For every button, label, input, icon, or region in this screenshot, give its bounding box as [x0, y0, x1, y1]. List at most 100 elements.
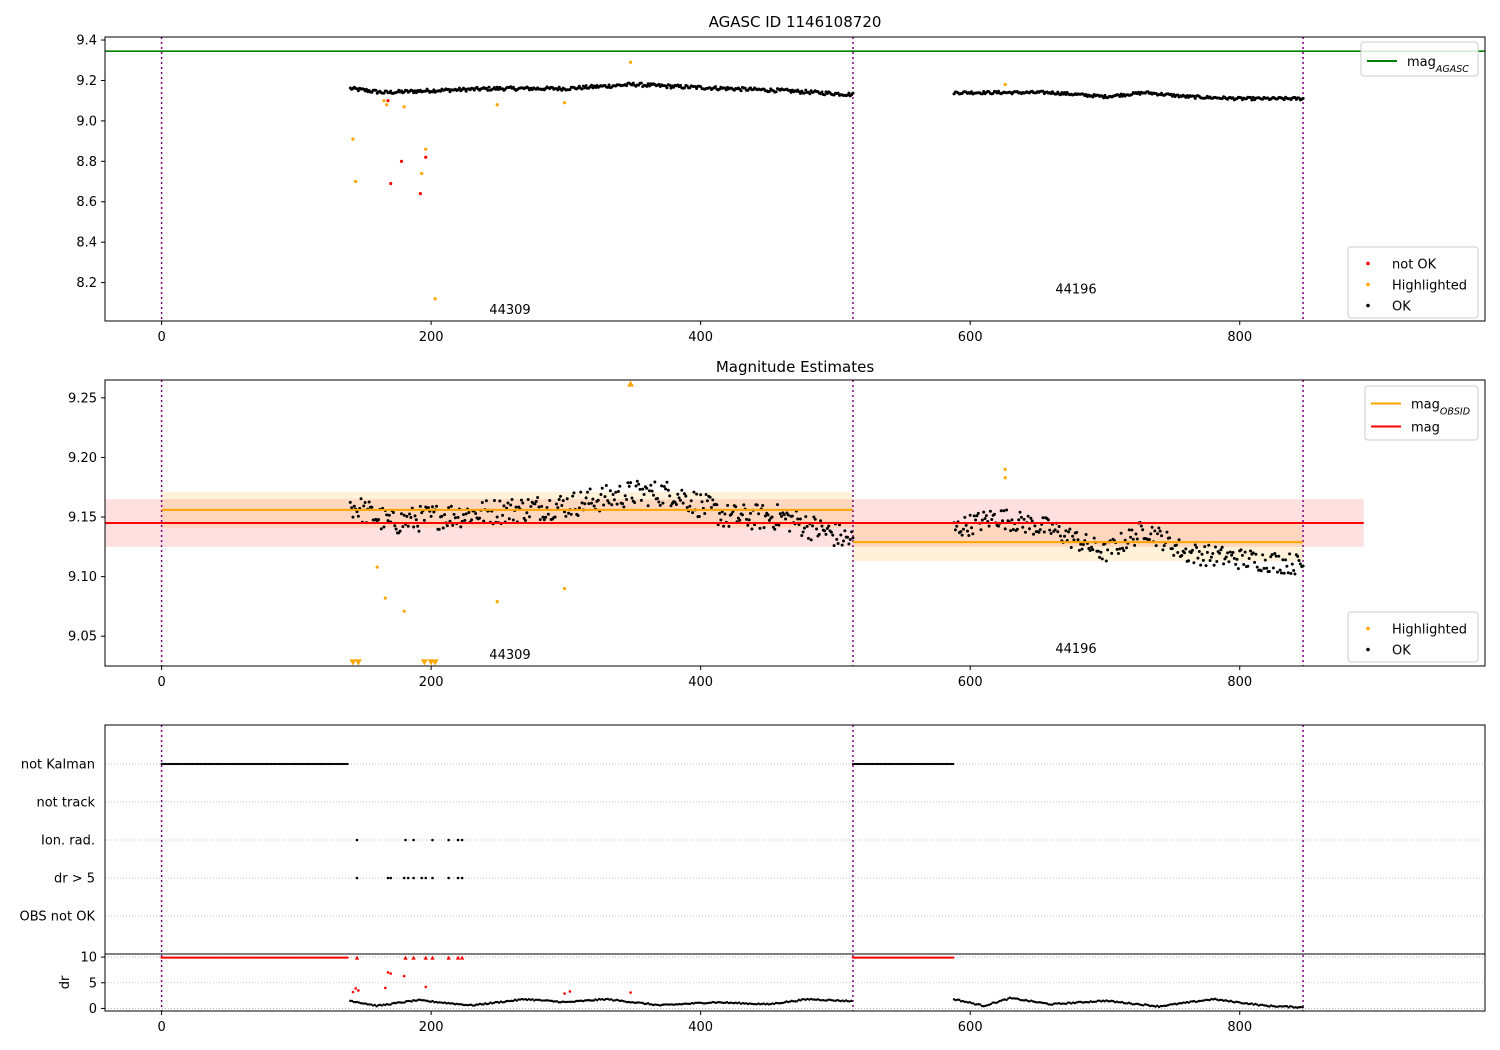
ok-point	[1249, 549, 1253, 553]
dr-ok-point	[569, 1000, 573, 1004]
flag-point	[892, 762, 895, 766]
dr-capped-point	[346, 956, 349, 959]
ok-point	[633, 500, 637, 504]
ok-point	[740, 513, 744, 517]
dr-capped-point	[335, 956, 338, 959]
dr-ok-point	[1285, 1005, 1289, 1008]
flag-point	[932, 762, 935, 766]
off-scale-marker	[431, 659, 439, 666]
dr-capped-point	[859, 956, 863, 959]
ok-point	[660, 484, 664, 488]
ok-point	[1122, 549, 1126, 553]
dr-ok-point	[415, 999, 419, 1002]
ok-point	[1009, 529, 1013, 533]
ok-point	[685, 505, 689, 509]
ok-point	[982, 89, 986, 93]
dr-ok-point	[557, 1001, 560, 1004]
ok-point	[798, 517, 802, 521]
x-tick-label: 0	[157, 675, 165, 690]
ok-point	[1182, 551, 1186, 555]
ok-point	[1115, 547, 1119, 551]
ok-point	[668, 494, 672, 498]
ok-point	[1219, 548, 1223, 552]
dr-capped-point	[189, 956, 192, 959]
flag-point	[296, 762, 299, 766]
ok-point	[1029, 516, 1033, 520]
ok-point	[1135, 537, 1139, 541]
flag-point	[424, 876, 428, 880]
dr-ok-point	[1287, 1006, 1290, 1009]
dr-y-tick-label: 10	[80, 951, 97, 966]
dr-capped-point	[884, 956, 887, 959]
highlighted-point	[1003, 467, 1007, 471]
flag-point	[265, 762, 268, 766]
ok-point	[1041, 516, 1045, 520]
dr-capped-point	[900, 956, 903, 959]
dr-capped-point	[916, 956, 919, 959]
dr-capped-point	[903, 956, 906, 959]
ok-point	[724, 88, 728, 92]
ok-point	[449, 504, 453, 508]
ok-point	[1172, 93, 1176, 97]
ok-point	[590, 83, 594, 87]
ok-point	[1199, 563, 1203, 567]
ok-point	[495, 515, 499, 519]
panel-2-title: Magnitude Estimates	[716, 358, 874, 376]
ok-point	[559, 494, 563, 498]
flag-point	[166, 762, 170, 766]
flag-point	[191, 762, 194, 766]
flag-point	[876, 762, 879, 766]
flag-point	[386, 876, 390, 880]
panel-3-frame	[104, 724, 1486, 1012]
ok-point	[393, 524, 397, 528]
ok-point	[812, 515, 816, 519]
dr-capped-point	[312, 956, 315, 959]
y-tick-label: 8.4	[76, 236, 97, 251]
ok-point	[766, 513, 770, 517]
dr-capped-point	[333, 956, 336, 959]
ok-point	[758, 526, 762, 530]
dr-ok-point	[410, 1000, 413, 1003]
dr-ok-point	[996, 1001, 1000, 1004]
dr-capped-point	[223, 956, 226, 959]
ok-point	[560, 504, 564, 508]
ok-point	[645, 486, 649, 490]
ok-point	[786, 513, 790, 517]
legend-dot-swatch	[1366, 647, 1370, 652]
dr-ok-point	[666, 1003, 669, 1006]
ok-point	[626, 481, 630, 485]
ok-point	[537, 505, 541, 509]
flag-point	[268, 762, 272, 766]
dr-ok-point	[576, 999, 580, 1003]
ok-point	[408, 512, 412, 516]
flag-point	[346, 762, 349, 766]
flag-point	[866, 762, 869, 766]
ok-point	[823, 529, 827, 533]
dr-capped-point	[869, 956, 872, 959]
dr-ok-point	[638, 1001, 641, 1004]
dr-capped-point	[901, 956, 905, 959]
dr-capped-point	[281, 956, 284, 959]
panel-flags-and-dr: not Kalman not track Ion. rad. dr > 5 OBS no…	[20, 724, 1486, 1035]
ok-point	[1174, 543, 1178, 547]
ok-point	[800, 534, 804, 538]
ok-point	[1243, 550, 1247, 554]
dr-ok-point	[457, 1003, 461, 1006]
dr-ok-point	[963, 1000, 966, 1004]
y-tick-label: 9.4	[76, 34, 97, 49]
ok-point	[1071, 534, 1075, 538]
dr-capped-point	[246, 956, 249, 959]
ok-point	[606, 499, 610, 503]
dr-capped-point	[162, 956, 165, 959]
ok-point	[1192, 561, 1196, 565]
ok-point	[616, 490, 620, 494]
dr-capped-point	[225, 956, 228, 959]
ok-point	[959, 530, 963, 534]
dr-ok-point	[972, 1002, 975, 1005]
dr-capped-point	[897, 956, 900, 959]
dr-ok-point	[403, 1001, 406, 1004]
dr-ok-point	[697, 1001, 701, 1004]
ok-point	[625, 84, 629, 88]
dr-ok-point	[795, 1000, 799, 1003]
ok-point	[529, 504, 533, 508]
